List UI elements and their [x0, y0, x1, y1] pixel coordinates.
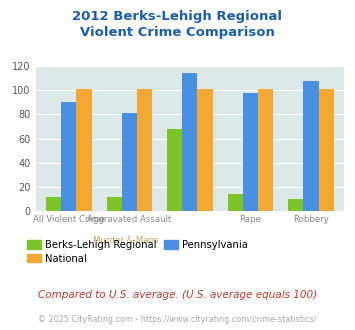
Text: Compared to U.S. average. (U.S. average equals 100): Compared to U.S. average. (U.S. average …: [38, 290, 317, 300]
Bar: [228, 194, 243, 211]
Text: © 2025 CityRating.com - https://www.cityrating.com/crime-statistics/: © 2025 CityRating.com - https://www.city…: [38, 315, 317, 324]
Bar: [319, 89, 334, 211]
Bar: [122, 113, 137, 211]
Text: Murder & Mans...: Murder & Mans...: [93, 236, 166, 245]
Bar: [61, 102, 76, 211]
Bar: [167, 129, 182, 211]
Bar: [46, 197, 61, 211]
Bar: [137, 89, 152, 211]
Text: 2012 Berks-Lehigh Regional
Violent Crime Comparison: 2012 Berks-Lehigh Regional Violent Crime…: [72, 10, 283, 39]
Bar: [288, 199, 304, 211]
Bar: [182, 73, 197, 211]
Bar: [76, 89, 92, 211]
Bar: [197, 89, 213, 211]
Bar: [243, 93, 258, 211]
Text: Robbery: Robbery: [293, 214, 329, 223]
Text: Rape: Rape: [240, 214, 261, 223]
Text: Aggravated Assault: Aggravated Assault: [87, 214, 171, 223]
Bar: [258, 89, 273, 211]
Bar: [304, 81, 319, 211]
Bar: [106, 197, 122, 211]
Text: All Violent Crime: All Violent Crime: [33, 214, 105, 223]
Legend: Berks-Lehigh Regional, National, Pennsylvania: Berks-Lehigh Regional, National, Pennsyl…: [23, 236, 252, 268]
